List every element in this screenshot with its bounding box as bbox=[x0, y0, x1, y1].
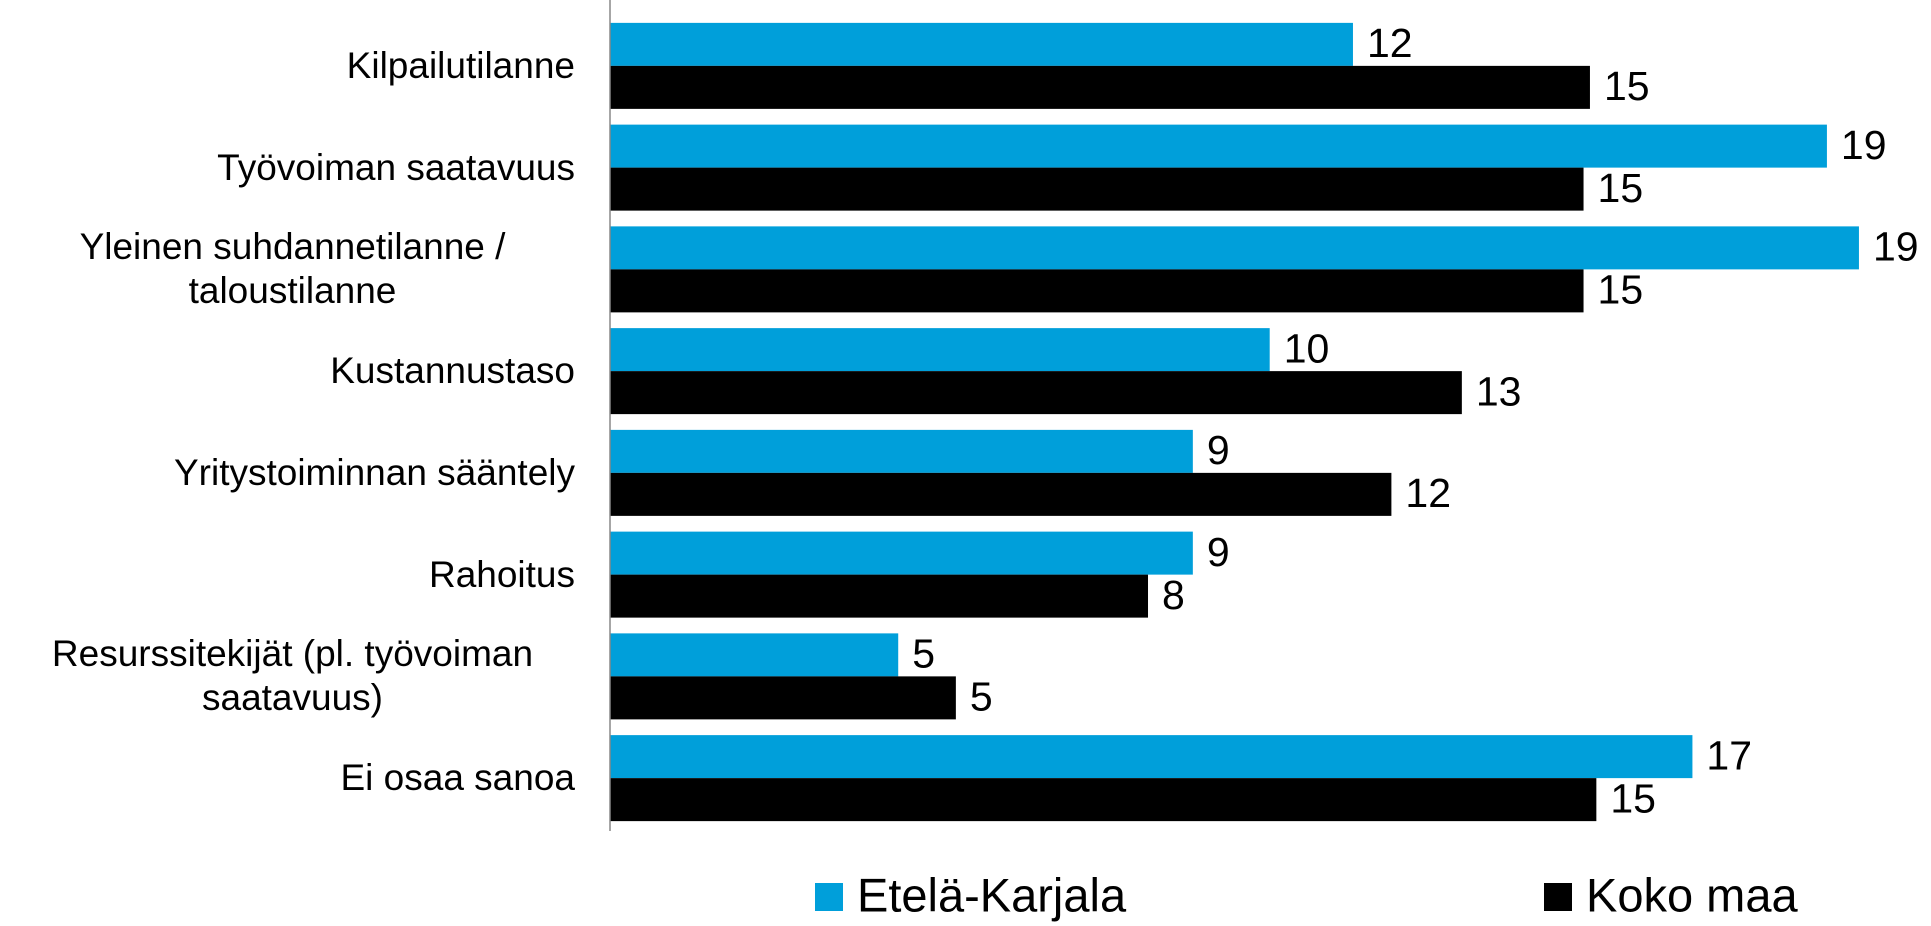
value-label: 12 bbox=[1405, 470, 1451, 516]
bar bbox=[610, 371, 1462, 415]
value-label: 5 bbox=[970, 674, 993, 720]
bar bbox=[610, 531, 1193, 575]
bar bbox=[610, 735, 1693, 779]
bar bbox=[610, 633, 899, 677]
value-label: 17 bbox=[1706, 732, 1752, 778]
category-label: Rahoitus bbox=[428, 553, 575, 595]
value-label: 5 bbox=[912, 631, 935, 677]
bar bbox=[610, 574, 1149, 618]
bar bbox=[610, 167, 1584, 211]
value-label: 8 bbox=[1162, 572, 1185, 618]
legend-swatch bbox=[815, 883, 843, 911]
bar bbox=[610, 124, 1827, 168]
bar bbox=[610, 472, 1392, 516]
category-label: Yritystoiminnan sääntely bbox=[173, 451, 575, 493]
value-label: 12 bbox=[1367, 20, 1413, 66]
bar bbox=[610, 65, 1590, 109]
category-label: Kilpailutilanne bbox=[346, 44, 575, 86]
bar bbox=[610, 269, 1584, 313]
value-label: 15 bbox=[1604, 63, 1650, 109]
category-label: Työvoiman saatavuus bbox=[217, 146, 575, 188]
value-label: 19 bbox=[1873, 224, 1919, 270]
value-label: 15 bbox=[1598, 267, 1644, 313]
legend-label: Etelä-Karjala bbox=[857, 868, 1127, 921]
value-label: 13 bbox=[1476, 368, 1522, 414]
value-label: 15 bbox=[1610, 775, 1656, 821]
value-label: 9 bbox=[1207, 427, 1230, 473]
bar bbox=[610, 676, 956, 720]
value-label: 9 bbox=[1207, 529, 1230, 575]
legend-swatch bbox=[1544, 883, 1572, 911]
value-label: 10 bbox=[1284, 325, 1330, 371]
value-label: 19 bbox=[1841, 122, 1887, 168]
bar bbox=[610, 226, 1859, 270]
legend-label: Koko maa bbox=[1586, 868, 1798, 921]
category-label: Resurssitekijät (pl. työvoiman saatavuus… bbox=[51, 633, 534, 719]
category-label: Ei osaa sanoa bbox=[340, 757, 575, 799]
value-label: 15 bbox=[1598, 165, 1644, 211]
bar bbox=[610, 429, 1193, 473]
bar bbox=[610, 778, 1597, 822]
bar bbox=[610, 22, 1353, 66]
category-label: Kustannustaso bbox=[330, 350, 575, 392]
bar bbox=[610, 328, 1270, 372]
category-label: Yleinen suhdannetilanne / taloustilanne bbox=[79, 226, 506, 312]
